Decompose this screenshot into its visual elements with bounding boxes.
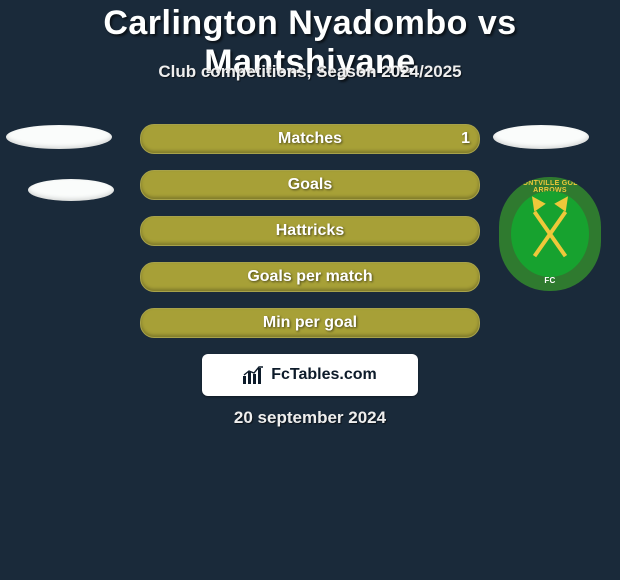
player2-club-badge: LAMONTVILLE GOLDEN ARROWS FC — [499, 177, 601, 291]
player1-placeholder-top — [6, 125, 112, 149]
badge-bottom-text: FC — [499, 276, 601, 285]
bar-right-value: 1 — [461, 124, 470, 154]
player2-placeholder-top — [493, 125, 589, 149]
date-line: 20 september 2024 — [0, 408, 620, 428]
stat-bar: Goals per match — [140, 262, 480, 290]
bar-label: Min per goal — [140, 308, 480, 338]
player1-placeholder-bottom — [28, 179, 114, 201]
bar-label: Goals — [140, 170, 480, 200]
bar-chart-icon — [243, 366, 265, 384]
stat-bars: Matches 1 Goals Hattricks Goals per matc… — [140, 124, 480, 354]
stat-bar: Min per goal — [140, 308, 480, 336]
stat-bar: Matches 1 — [140, 124, 480, 152]
badge-ring: LAMONTVILLE GOLDEN ARROWS FC — [499, 177, 601, 291]
badge-inner — [511, 191, 589, 277]
bar-label: Matches — [140, 124, 480, 154]
bar-label: Hattricks — [140, 216, 480, 246]
subtitle: Club competitions, Season 2024/2025 — [0, 62, 620, 82]
brand-chip[interactable]: FcTables.com — [202, 354, 418, 396]
bar-label: Goals per match — [140, 262, 480, 292]
stat-bar: Hattricks — [140, 216, 480, 244]
stat-bar: Goals — [140, 170, 480, 198]
brand-name: FcTables.com — [271, 366, 377, 384]
comparison-infographic: Carlington Nyadombo vs Mantshiyane Club … — [0, 0, 620, 580]
